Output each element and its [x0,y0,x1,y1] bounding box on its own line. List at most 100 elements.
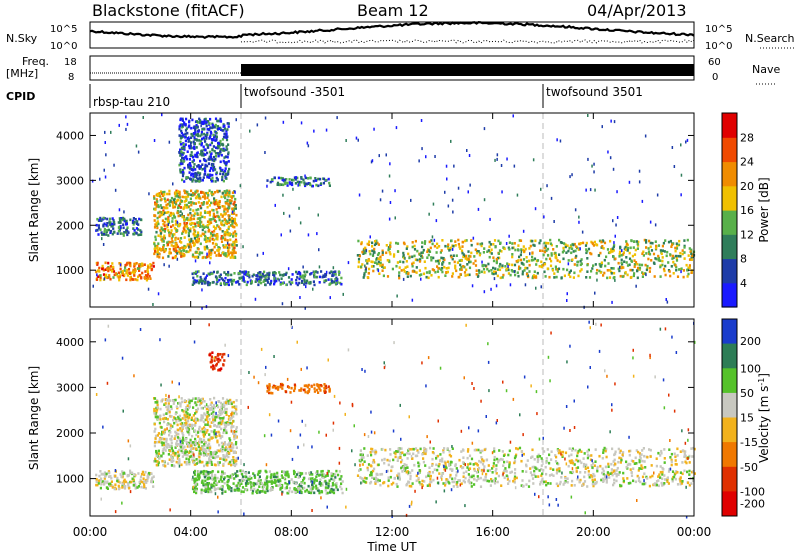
scatter-cell [325,270,328,274]
range-cell [217,201,220,204]
range-cell [234,243,237,247]
range-cell [192,166,195,169]
range-cell [191,451,194,454]
range-cell [169,240,172,244]
range-cell [628,251,631,255]
range-cell [675,247,679,250]
range-cell [340,282,343,286]
range-cell [216,125,220,128]
range-cell [217,360,220,364]
range-cell [273,271,276,274]
range-cell [189,450,192,453]
range-cell [155,230,158,234]
range-cell [259,273,262,277]
range-cell [173,399,176,403]
range-cell [311,483,314,487]
range-cell [379,258,382,261]
range-cell [226,199,229,203]
range-cell [195,458,198,461]
range-cell [300,180,303,184]
range-cell [171,256,174,260]
range-cell [195,280,198,284]
range-cell [382,274,385,278]
range-cell [207,487,210,491]
range-cell [202,145,205,149]
range-cell [222,458,225,461]
range-cell [200,414,203,417]
scatter-cell [428,249,430,253]
range-cell [587,247,591,251]
range-cell [217,470,220,474]
range-cell [162,194,165,197]
range-cell [216,476,219,480]
range-cell [96,228,99,232]
range-cell [363,447,366,450]
range-cell [314,177,317,180]
range-cell [220,237,223,240]
range-cell [473,483,476,486]
range-cell [156,255,159,258]
range-cell [315,183,318,187]
range-cell [182,254,185,257]
range-cell [176,190,180,193]
range-cell [480,242,484,245]
range-cell [230,278,233,282]
range-cell [189,222,192,226]
range-cell [281,483,284,487]
range-cell [661,244,664,248]
range-cell [467,250,470,253]
range-cell [395,241,398,245]
range-cell [189,227,192,231]
range-cell [290,278,293,281]
range-cell [136,278,139,282]
range-cell [171,240,174,243]
range-cell [198,142,201,146]
range-cell [172,206,175,209]
range-cell [208,442,211,446]
scatter-cell [365,249,368,253]
range-cell [96,261,99,265]
scatter-cell [389,162,391,166]
range-cell [310,272,313,275]
range-cell [229,449,233,452]
range-cell [459,263,462,267]
range-cell [225,452,229,455]
range-cell [269,391,272,395]
range-cell [199,251,202,254]
range-cell [107,228,110,232]
range-cell [216,224,219,227]
range-cell [153,247,156,251]
range-cell [160,399,163,403]
range-cell [320,490,323,493]
range-cell [189,218,192,222]
range-cell [692,255,695,259]
range-cell [225,138,229,142]
range-cell [338,273,341,276]
range-cell [226,273,230,277]
range-cell [222,363,225,367]
range-cell [556,268,559,271]
range-cell [189,153,192,157]
range-cell [198,117,201,121]
range-cell [215,451,218,454]
range-cell [598,269,601,273]
range-cell [178,458,181,462]
range-cell [211,237,214,241]
range-cell [459,268,462,271]
range-cell [690,271,693,274]
range-cell [205,454,208,457]
range-cell [497,239,500,243]
range-cell [655,246,658,250]
range-cell [214,473,217,477]
range-cell [291,273,294,276]
range-cell [500,250,503,253]
range-cell [414,258,417,261]
range-cell [599,271,602,274]
scatter-cell [546,184,548,188]
range-cell [187,400,190,403]
range-cell [181,400,184,404]
range-cell [405,247,408,250]
range-cell [214,215,217,219]
range-cell [184,139,187,143]
range-cell [279,479,282,483]
